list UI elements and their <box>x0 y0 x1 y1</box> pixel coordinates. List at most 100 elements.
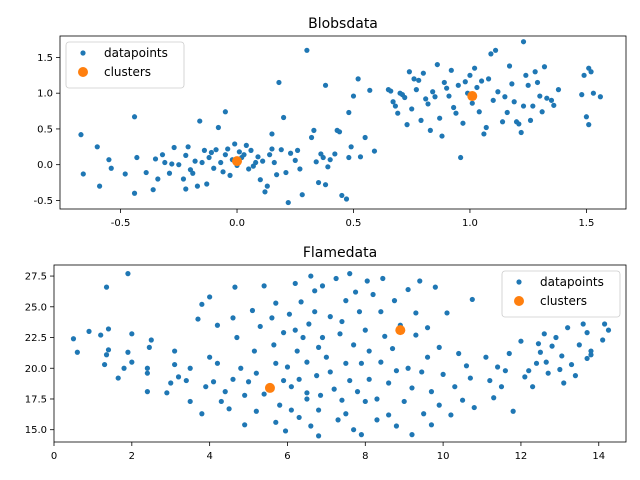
datapoint <box>448 412 454 418</box>
datapoint <box>125 271 131 277</box>
datapoint <box>276 79 282 86</box>
datapoint <box>380 275 386 282</box>
datapoint <box>261 391 267 397</box>
legend-label-datapoints: datapoints <box>104 46 168 60</box>
datapoint <box>409 385 415 391</box>
datapoint <box>162 159 168 166</box>
datapoint <box>317 392 324 398</box>
datapoint <box>339 318 345 325</box>
datapoint <box>308 273 314 279</box>
datapoint <box>462 79 468 85</box>
legend-label-clusters: clusters <box>104 65 151 79</box>
datapoint <box>530 384 536 390</box>
datapoint <box>308 423 314 429</box>
datapoint <box>565 325 571 331</box>
datapoint <box>428 422 435 428</box>
datapoint <box>323 354 329 360</box>
datapoint <box>444 85 450 91</box>
x-tick-label: 6 <box>284 451 290 462</box>
y-tick-label: 0.0 <box>37 160 53 171</box>
y-tick-label: 15.0 <box>25 425 47 436</box>
datapoint <box>312 309 318 315</box>
datapoint <box>545 370 551 376</box>
datapoint <box>588 348 594 354</box>
datapoint <box>386 380 392 386</box>
datapoint <box>579 92 585 98</box>
datapoint <box>518 338 524 344</box>
datapoint <box>292 327 298 333</box>
datapoint <box>115 375 121 381</box>
datapoint <box>288 384 294 390</box>
datapoint <box>269 315 275 321</box>
datapoint <box>332 151 338 157</box>
datapoint <box>541 331 547 337</box>
datapoint <box>257 323 263 330</box>
datapoint <box>395 110 401 116</box>
datapoint <box>273 419 279 425</box>
y-tick-label: 1.0 <box>37 89 53 100</box>
datapoint <box>255 154 261 160</box>
x-tick-label: 2 <box>129 451 135 462</box>
x-tick-label: -0.5 <box>111 218 131 229</box>
datapoint <box>459 397 466 403</box>
datapoint <box>286 311 293 317</box>
datapoint <box>308 134 315 141</box>
datapoint <box>288 407 294 413</box>
datapoint <box>419 369 425 375</box>
datapoint <box>204 181 210 187</box>
datapoint <box>348 144 354 150</box>
datapoint <box>448 67 454 73</box>
datapoint <box>405 286 411 293</box>
datapoint <box>304 396 310 402</box>
x-tick-label: 0.5 <box>346 218 362 229</box>
datapoint <box>506 63 513 69</box>
datapoint <box>393 423 400 429</box>
datapoint <box>253 370 259 376</box>
datapoint <box>605 327 612 333</box>
datapoint <box>103 352 110 358</box>
y-tick-label: 25.0 <box>25 302 47 313</box>
datapoint <box>487 377 493 384</box>
datapoint <box>561 380 567 386</box>
datapoint <box>424 354 431 360</box>
datapoint <box>312 288 318 294</box>
datapoint <box>586 122 592 128</box>
datapoint <box>144 370 150 376</box>
datapoint <box>509 81 515 87</box>
datapoint <box>370 291 376 298</box>
datapoint <box>176 162 182 168</box>
datapoint <box>320 154 326 161</box>
datapoint <box>583 114 590 120</box>
datapoint <box>245 379 252 385</box>
datapoint <box>518 129 524 136</box>
series-datapoints <box>78 39 603 206</box>
legend-label-datapoints: datapoints <box>540 275 604 289</box>
datapoint <box>469 296 475 303</box>
datapoint <box>282 428 289 434</box>
datapoint <box>105 347 112 353</box>
datapoint <box>143 169 149 176</box>
datapoint <box>227 172 233 179</box>
datapoint <box>242 392 248 398</box>
datapoint <box>190 170 196 176</box>
datapoint <box>134 154 140 161</box>
datapoint <box>581 72 587 78</box>
datapoint <box>197 118 203 124</box>
datapoint <box>230 315 236 321</box>
datapoint <box>374 417 380 423</box>
datapoint <box>522 374 528 380</box>
datapoint <box>600 337 606 343</box>
legend-marker-datapoints <box>80 50 86 56</box>
datapoint <box>474 84 480 91</box>
datapoint <box>525 82 531 88</box>
cluster-center <box>467 91 478 102</box>
datapoint <box>453 110 459 116</box>
datapoint <box>243 142 249 148</box>
chart-2: Flamedata 0 2 4 6 8 10 12 14 15.0 17.5 20.0 22.5 25.0… <box>25 245 627 462</box>
datapoint <box>171 144 177 151</box>
datapoint <box>392 103 399 109</box>
datapoint <box>294 147 301 153</box>
datapoint <box>366 348 372 354</box>
datapoint <box>241 152 247 158</box>
datapoint <box>498 384 505 390</box>
